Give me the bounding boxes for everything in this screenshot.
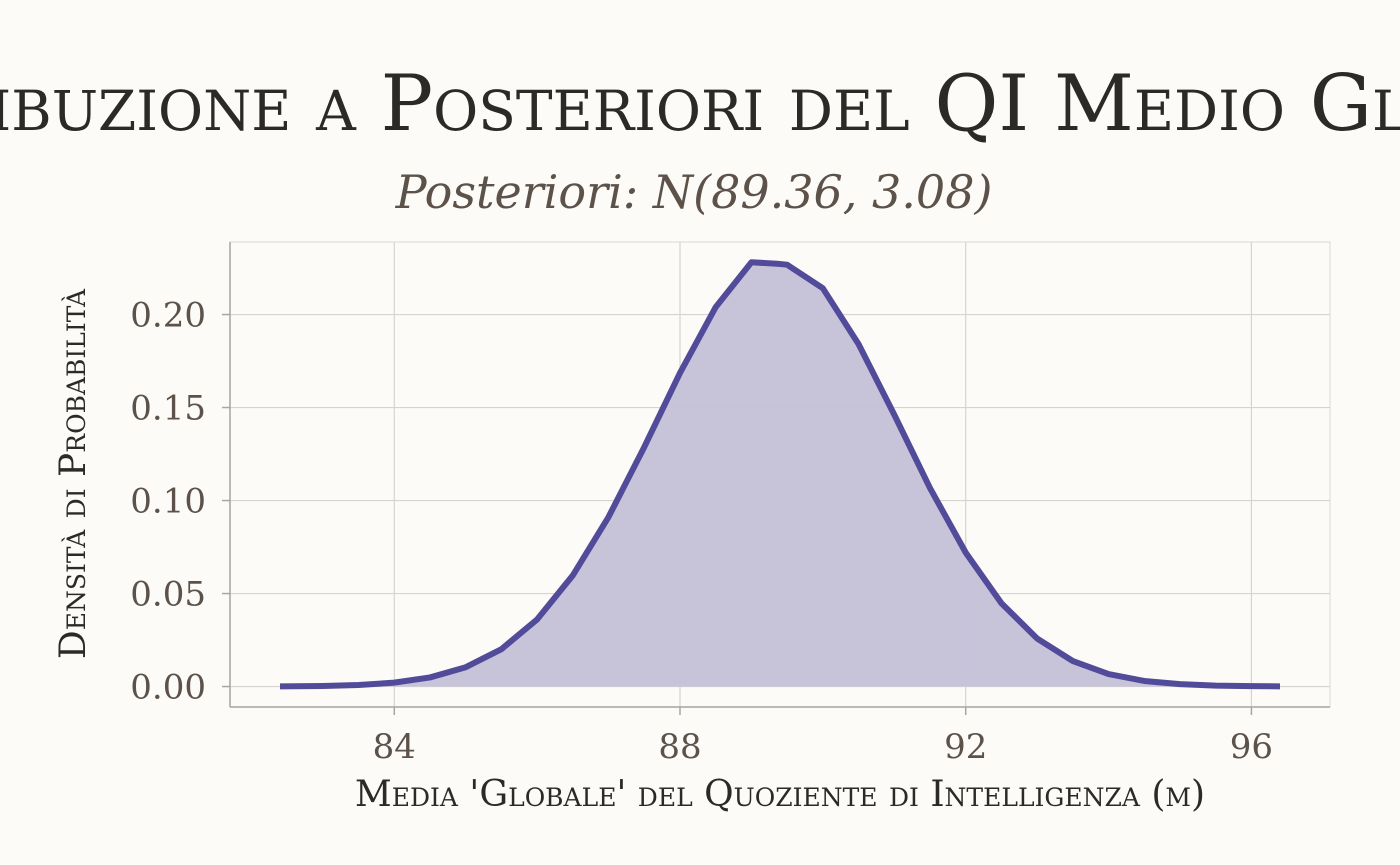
y-axis-label: Densità di Probabilità [53, 288, 94, 659]
plot-area [279, 259, 1281, 690]
x-tick-label: 84 [373, 727, 416, 767]
x-tick-label: 96 [1230, 727, 1273, 767]
y-tick-label: 0.05 [130, 575, 206, 615]
x-axis-label: Media 'Globale' del Quoziente di Intelli… [355, 774, 1205, 815]
chart-title: Distribuzione a Posteriori del QI Medio … [0, 59, 1400, 149]
y-tick-label: 0.15 [130, 389, 206, 429]
chart-subtitle: Posteriori: N(89.36, 3.08) [395, 165, 993, 219]
y-tick-label: 0.10 [130, 482, 206, 522]
density-area [280, 262, 1280, 687]
axes: 84 88 92 96 0.00 0.05 0.10 0.15 0.20 [130, 242, 1330, 767]
density-line [279, 259, 1281, 690]
y-tick-label: 0.00 [130, 668, 206, 708]
x-tick-label: 88 [658, 727, 701, 767]
x-tick-label: 92 [944, 727, 987, 767]
y-tick-label: 0.20 [130, 296, 206, 336]
